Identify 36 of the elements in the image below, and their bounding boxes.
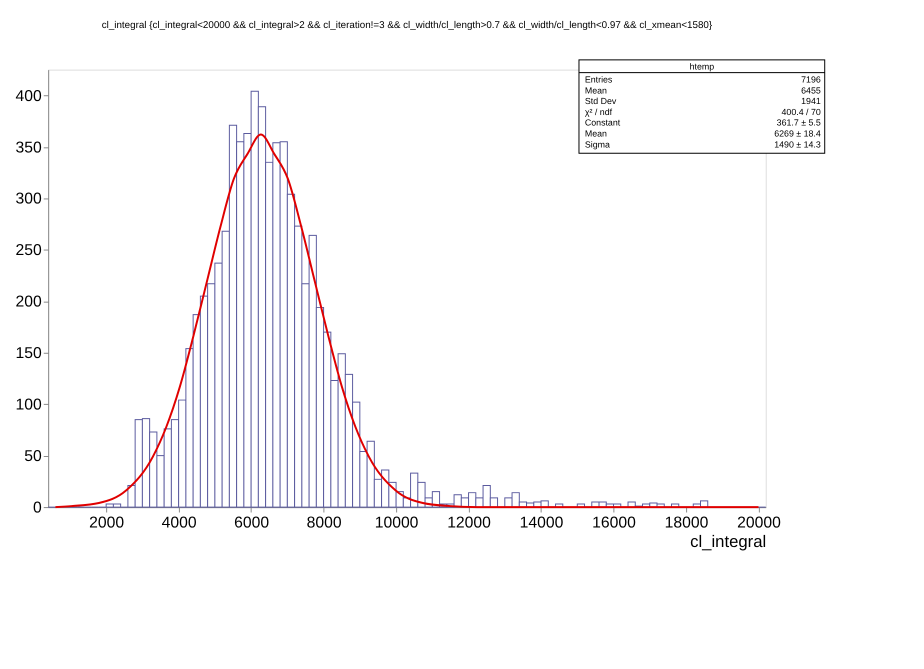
annotation: Mean: [584, 128, 608, 139]
text: 400.4 / 70: [782, 106, 821, 117]
y-tick-label: 250: [16, 242, 42, 260]
y-tick-label: 150: [16, 345, 42, 362]
x-tick-label: 20000: [737, 514, 782, 532]
annotation: χ² / ndf: [584, 106, 613, 117]
annotation: Sigma: [584, 139, 610, 150]
annotation: Mean: [584, 85, 608, 96]
x-tick-label: 18000: [664, 514, 709, 532]
text: 6455: [801, 85, 821, 96]
text: 6269 ± 18.4: [774, 128, 821, 139]
y-tick-label: 400: [16, 88, 42, 105]
x-tick-label: 6000: [234, 514, 270, 532]
y-tick-label: 100: [16, 396, 42, 414]
chart-title: cl_integral {cl_integral<20000 && cl_integral>2 && cl_iteration!=3 && cl_width/cl_length>0.7 && cl_width/cl_length<0.97 && cl_xmean<1580}: [102, 20, 713, 31]
x-tick-label: 4000: [162, 514, 197, 532]
x-tick-label: 2000: [89, 514, 124, 532]
x-axis-title: cl_integral: [690, 532, 766, 551]
text: 7196: [801, 74, 821, 84]
x-tick-label: 16000: [592, 514, 636, 532]
x-tick-label: 8000: [306, 514, 342, 532]
x-tick-label: 14000: [520, 514, 564, 532]
annotation: Std Dev: [584, 96, 617, 106]
x-tick-label: 10000: [374, 514, 419, 532]
y-tick-label: 0: [33, 500, 42, 517]
x-tick-label: 12000: [447, 514, 492, 532]
y-tick-label: 350: [16, 139, 42, 156]
text: 1941: [801, 96, 821, 106]
y-tick-label: 50: [24, 448, 42, 466]
text: 1490 ± 14.3: [774, 139, 821, 150]
text: 361.7 ± 5.5: [776, 118, 821, 128]
y-tick-label: 300: [16, 190, 42, 208]
annotation: Entries: [584, 74, 613, 84]
y-tick-label: 200: [16, 294, 42, 311]
annotation: htemp: [690, 62, 714, 72]
annotation: Constant: [584, 118, 621, 128]
